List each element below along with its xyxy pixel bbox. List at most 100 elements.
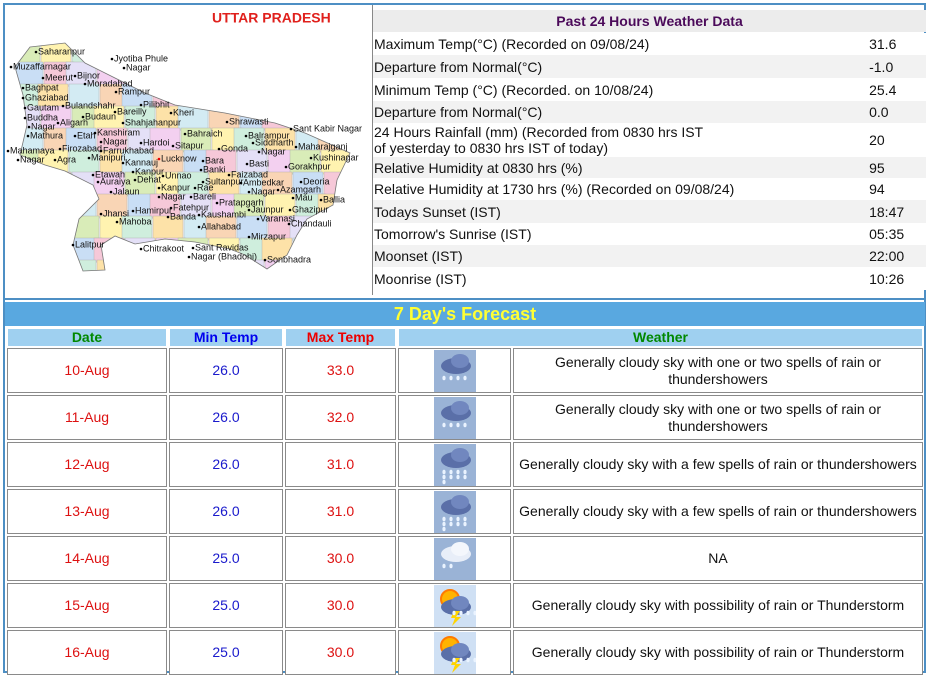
city-dot	[191, 246, 195, 250]
city-dot	[284, 165, 288, 169]
city-dot	[133, 178, 137, 182]
drop	[448, 521, 453, 526]
city-label: Sant Kabir Nagar	[293, 123, 362, 133]
district	[292, 43, 324, 65]
column-header: Date	[7, 328, 167, 347]
district	[264, 127, 296, 153]
row-label: Relative Humidity at 1730 hrs (%) (Recor…	[374, 181, 735, 197]
cloud	[450, 541, 469, 556]
district	[345, 237, 350, 263]
city-label: Lalitpur	[75, 239, 105, 249]
district	[177, 43, 209, 65]
city-label: Fatehpur	[173, 202, 209, 212]
city-dot	[291, 196, 295, 200]
city-label: Bijnor	[77, 70, 100, 80]
max-temp: 30.0	[285, 536, 396, 581]
drop	[441, 521, 446, 526]
city-dot	[99, 149, 103, 153]
city-dot	[276, 188, 280, 192]
city-label: Shrawasti	[229, 116, 269, 126]
city-dot	[115, 220, 119, 224]
weather-icon	[433, 443, 476, 486]
city-dot	[73, 134, 77, 138]
icon-cell	[398, 348, 511, 393]
drop	[448, 469, 453, 474]
district	[317, 259, 349, 271]
city-dot	[166, 215, 170, 219]
district	[236, 83, 268, 109]
district	[352, 216, 370, 240]
weather-icon	[433, 584, 476, 627]
cloud	[450, 642, 469, 657]
city-label: Kaushambi	[201, 209, 246, 219]
city-dot	[299, 180, 303, 184]
city-label: Ballia	[323, 194, 345, 204]
column-header: Max Temp	[285, 328, 396, 347]
date: 16-Aug	[7, 630, 167, 675]
district	[37, 215, 69, 241]
city-label: Shahjahanpur	[125, 117, 181, 127]
city-label: Nagar	[31, 121, 56, 131]
city-dot	[114, 90, 118, 94]
max-temp: 31.0	[285, 489, 396, 534]
data-row: Relative Humidity at 1730 hrs (%) (Recor…	[373, 178, 926, 200]
max-temp: 33.0	[285, 348, 396, 393]
city-dot	[256, 217, 260, 221]
drop	[448, 563, 453, 568]
district	[43, 193, 75, 219]
district	[348, 259, 350, 271]
district	[317, 61, 349, 87]
city-dot	[319, 198, 323, 202]
date: 10-Aug	[7, 348, 167, 393]
forecast-panel: 7 Day's Forecast Date Min Temp Max Temp Wea…	[5, 298, 925, 675]
district	[345, 43, 350, 65]
district	[211, 61, 243, 87]
drop	[455, 422, 460, 427]
city-label: Gonda	[221, 143, 248, 153]
city-label: Auraiya	[100, 176, 131, 186]
data-row: Moonrise (IST) 10:26	[373, 267, 926, 290]
city-label: Mahamaya	[10, 145, 55, 155]
district	[96, 127, 128, 153]
drop	[448, 474, 453, 479]
city-label: Bahraich	[187, 128, 223, 138]
city-label: Agra	[57, 154, 76, 164]
min-temp: 26.0	[169, 348, 283, 393]
row-value: 25.4	[869, 81, 897, 98]
city-label: Varanasi	[260, 213, 295, 223]
city-label: Unnao	[165, 170, 192, 180]
city-dot	[201, 159, 205, 163]
drop	[441, 469, 446, 474]
district	[267, 83, 299, 109]
city-label: Jaunpur	[251, 204, 284, 214]
city-dot	[263, 258, 267, 262]
row-label: Relative Humidity at 0830 hrs (%)	[374, 159, 583, 176]
city-label: Kushinagar	[313, 152, 359, 162]
cloud	[450, 595, 469, 610]
city-label: Aligarh	[60, 117, 88, 127]
cloud	[450, 447, 469, 462]
data-row: Moonset (IST) 22:00	[373, 245, 926, 267]
max-temp: 32.0	[285, 395, 396, 440]
city-label: Bulandshahr	[65, 100, 116, 110]
column-header: Weather	[398, 328, 923, 347]
district	[121, 149, 153, 175]
city-dot	[34, 50, 38, 54]
district	[40, 237, 72, 263]
data-row: Tomorrow's Sunrise (IST) 05:35	[373, 223, 926, 245]
city-dot	[96, 180, 100, 184]
city-label: Balrampur	[248, 130, 290, 140]
drop	[455, 474, 460, 479]
district	[236, 215, 268, 241]
city-label: Nagar	[161, 191, 186, 201]
city-label: Mau	[295, 192, 313, 202]
city-label: Muzaffarnagar	[13, 61, 71, 71]
city-label: Banki	[203, 164, 226, 174]
city-label: Sitapur	[175, 140, 204, 150]
date: 13-Aug	[7, 489, 167, 534]
city-dot	[247, 190, 251, 194]
city-label: Banda	[170, 211, 196, 221]
city-dot	[201, 180, 205, 184]
district	[323, 237, 350, 263]
